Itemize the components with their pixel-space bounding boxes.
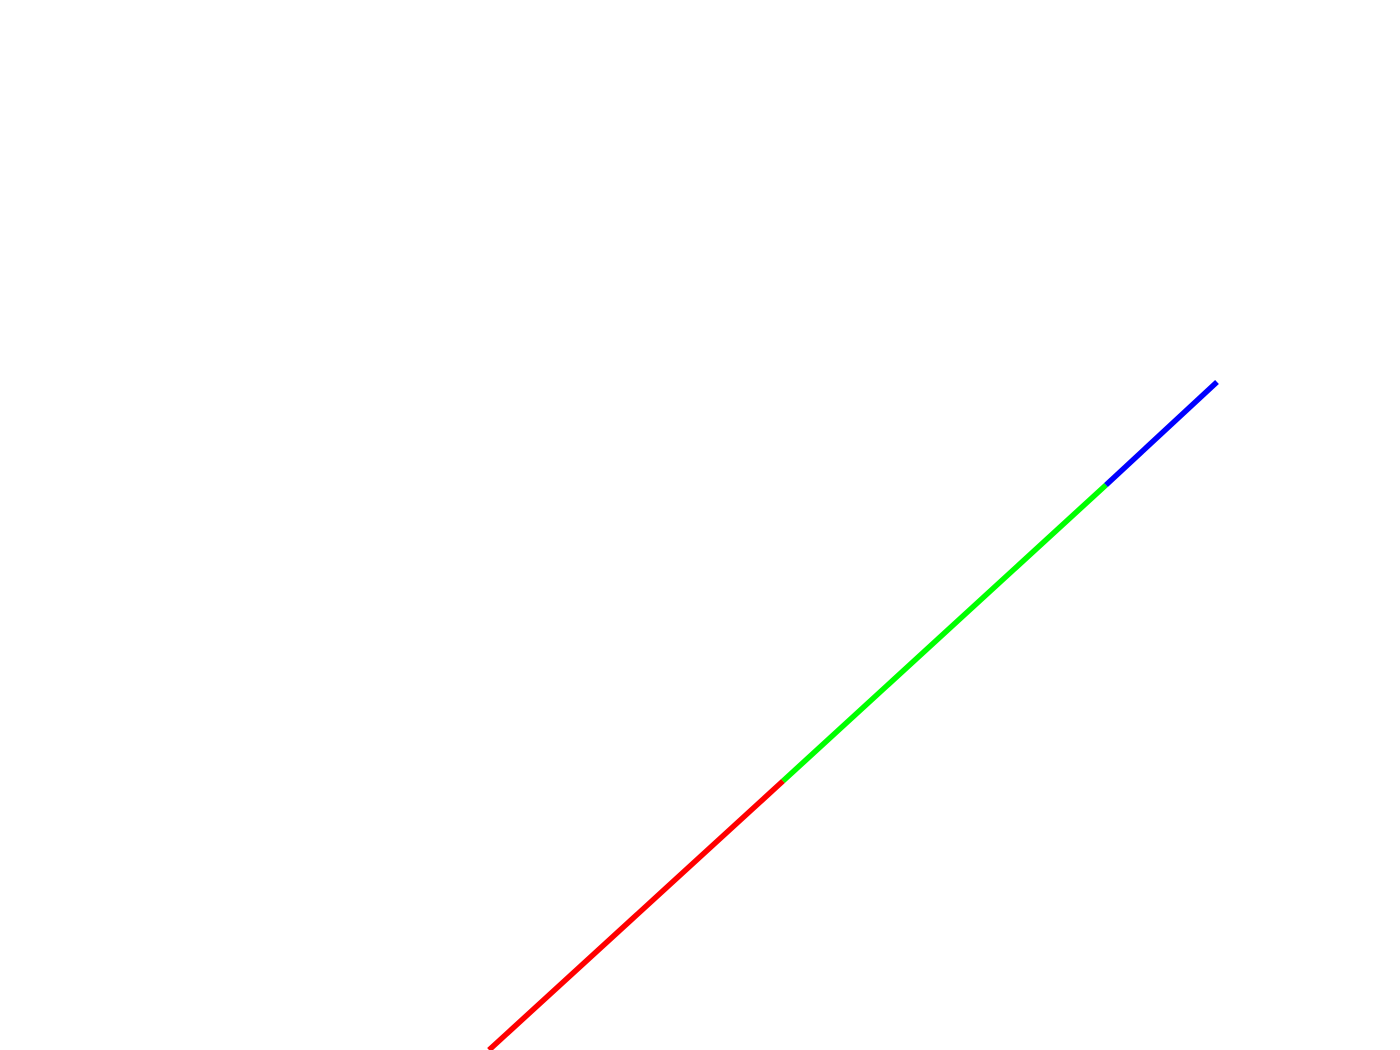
red-segment [487, 778, 785, 1050]
green-segment [781, 482, 1108, 784]
blue-segment [1104, 379, 1219, 488]
